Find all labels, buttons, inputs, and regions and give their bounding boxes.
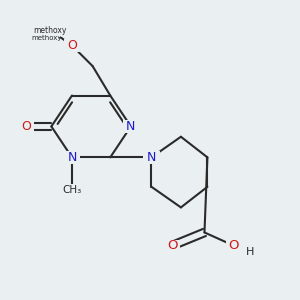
FancyBboxPatch shape xyxy=(226,239,242,252)
Text: N: N xyxy=(126,120,136,133)
Text: O: O xyxy=(67,39,77,52)
FancyBboxPatch shape xyxy=(18,120,34,133)
Text: methoxy: methoxy xyxy=(32,35,62,41)
Text: N: N xyxy=(147,151,156,164)
Text: H: H xyxy=(246,247,254,256)
FancyBboxPatch shape xyxy=(242,245,258,258)
Text: O: O xyxy=(229,239,239,252)
FancyBboxPatch shape xyxy=(143,151,160,164)
Text: O: O xyxy=(167,239,177,252)
FancyBboxPatch shape xyxy=(64,151,80,164)
Text: methoxy: methoxy xyxy=(33,26,67,35)
Text: O: O xyxy=(21,120,31,133)
Text: CH₃: CH₃ xyxy=(62,185,82,195)
FancyBboxPatch shape xyxy=(164,239,180,252)
FancyBboxPatch shape xyxy=(64,39,80,52)
FancyBboxPatch shape xyxy=(61,184,83,196)
FancyBboxPatch shape xyxy=(123,120,139,133)
Text: N: N xyxy=(67,151,77,164)
FancyBboxPatch shape xyxy=(26,25,74,37)
